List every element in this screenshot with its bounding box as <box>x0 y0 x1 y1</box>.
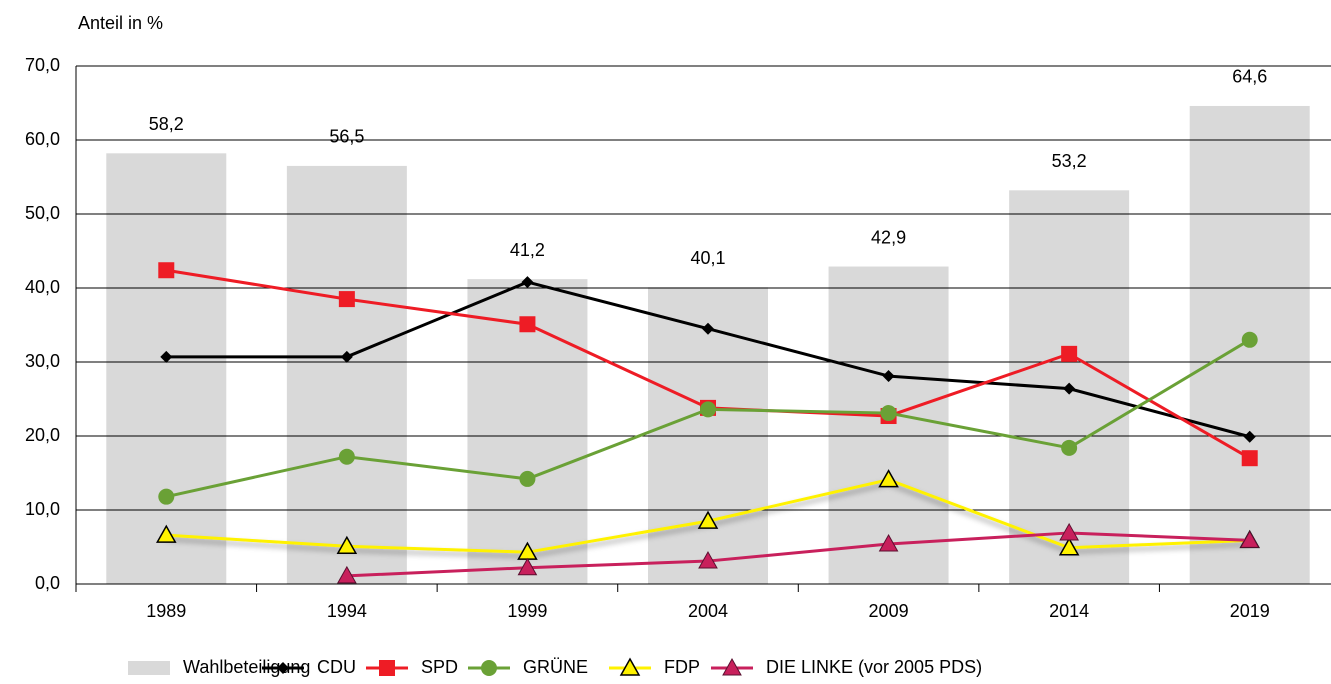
marker <box>698 551 718 569</box>
legend-marker <box>481 660 497 676</box>
y-tick-label: 70,0 <box>25 55 60 75</box>
legend-marker <box>277 662 289 674</box>
legend-label: GRÜNE <box>523 657 588 677</box>
legend-label: SPD <box>421 657 458 677</box>
y-tick-label: 50,0 <box>25 203 60 223</box>
y-tick-label: 0,0 <box>35 573 60 593</box>
y-tick-label: 10,0 <box>25 499 60 519</box>
bar <box>106 153 227 584</box>
marker <box>1061 439 1078 456</box>
bar <box>828 266 949 584</box>
legend-label: DIE LINKE (vor 2005 PDS) <box>766 657 982 677</box>
marker <box>517 557 538 576</box>
marker <box>878 534 899 552</box>
bar-value-label: 42,9 <box>871 227 906 247</box>
bar-value-label: 58,2 <box>149 114 184 134</box>
marker <box>1241 331 1258 348</box>
marker <box>337 565 357 584</box>
legend-marker <box>722 657 742 676</box>
x-tick-label: 1994 <box>327 601 367 621</box>
marker <box>156 524 177 543</box>
marker <box>158 488 175 505</box>
marker <box>697 510 719 529</box>
marker <box>519 470 536 487</box>
y-tick-label: 20,0 <box>25 425 60 445</box>
marker <box>158 262 175 279</box>
marker <box>1241 450 1258 467</box>
marker <box>1243 430 1256 443</box>
marker <box>521 276 534 289</box>
marker <box>1063 382 1076 395</box>
x-tick-label: 2014 <box>1049 601 1089 621</box>
bar-value-label: 53,2 <box>1052 151 1087 171</box>
y-tick-label: 40,0 <box>25 277 60 297</box>
x-tick-label: 1989 <box>146 601 186 621</box>
marker <box>338 291 355 308</box>
marker <box>702 322 714 335</box>
bar-value-label: 56,5 <box>329 127 364 147</box>
marker <box>336 535 358 555</box>
x-tick-label: 2004 <box>688 601 728 621</box>
y-axis-label: Anteil in % <box>78 13 163 33</box>
x-tick-label: 1999 <box>507 601 547 621</box>
legend-label: Wahlbeteiligung <box>183 657 310 677</box>
marker <box>340 350 353 363</box>
y-tick-label: 30,0 <box>25 351 60 371</box>
marker <box>1058 537 1080 556</box>
marker <box>700 401 716 418</box>
legend-swatch <box>128 661 170 675</box>
marker <box>882 370 895 383</box>
line <box>346 531 1250 578</box>
legend-label: CDU <box>317 657 356 677</box>
marker <box>1059 522 1079 541</box>
x-tick-label: 2009 <box>869 601 909 621</box>
marker <box>880 405 897 422</box>
legend-label: FDP <box>664 657 700 677</box>
marker <box>1239 530 1260 548</box>
bar <box>286 165 407 584</box>
legend-marker <box>379 660 395 676</box>
y-tick-label: 60,0 <box>25 129 60 149</box>
bar-value-label: 64,6 <box>1232 67 1267 87</box>
marker <box>1061 345 1078 362</box>
marker <box>338 448 355 465</box>
marker <box>878 469 899 488</box>
bar-value-label: 41,2 <box>510 240 545 260</box>
x-tick-label: 2019 <box>1230 601 1270 621</box>
marker <box>160 350 173 363</box>
legend-marker <box>619 657 641 676</box>
bar-value-label: 40,1 <box>690 248 725 268</box>
marker <box>519 316 536 333</box>
